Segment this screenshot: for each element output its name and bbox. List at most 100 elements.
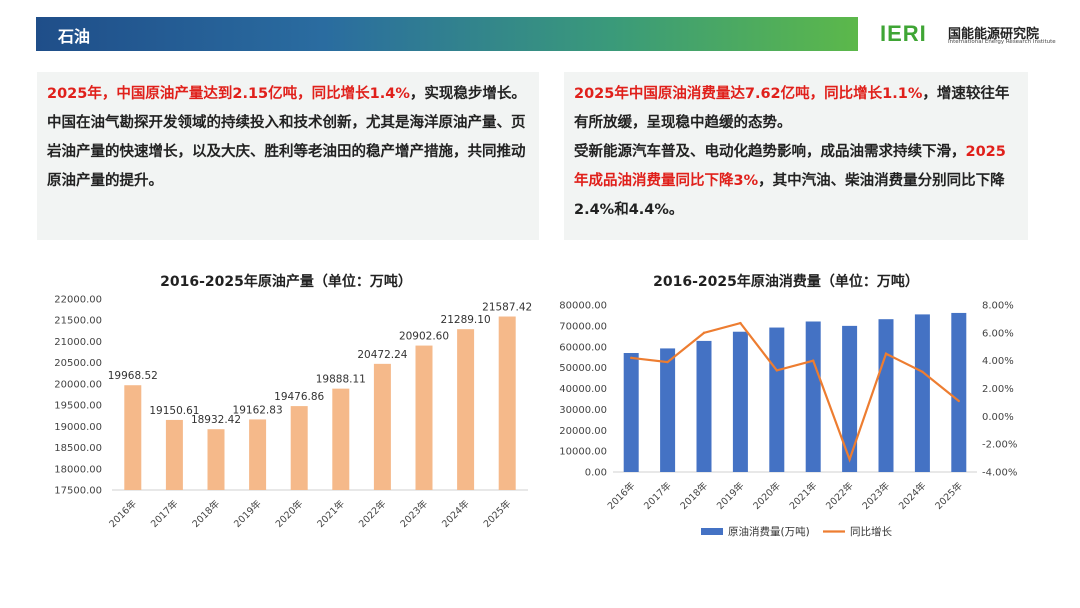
production-bar — [373, 363, 391, 490]
growth-rate-point — [630, 356, 633, 360]
production-value-label: 21289.10 — [441, 314, 491, 326]
x-tick-label: 2022年 — [356, 497, 389, 530]
page-title: 石油 — [58, 27, 91, 46]
consumption-bar — [842, 325, 858, 472]
chart-title: 2016-2025年原油消费量（单位：万吨） — [653, 273, 919, 290]
growth-rate-point — [739, 321, 742, 325]
y-left-tick-label: 10000.00 — [559, 447, 607, 458]
y-left-tick-label: 80000.00 — [559, 301, 607, 312]
logo-chinese-name: 国能能源研究院 — [948, 27, 1040, 42]
refined-oil-highlight: 2025年成品油消费量同比下降3% — [574, 144, 1006, 189]
x-tick-label: 2017年 — [641, 479, 674, 512]
y-left-tick-label: 60000.00 — [559, 342, 607, 353]
x-tick-label: 2018年 — [678, 479, 711, 512]
consumption-chart: 2016-2025年原油消费量（单位：万吨） 0.00 10000.00 20000.… — [559, 273, 1017, 538]
consumption-bar — [878, 319, 894, 472]
x-tick-label: 2025年 — [481, 497, 514, 530]
consumption-paragraph-2: 受新能源汽车普及、电动化趋势影响，成品油需求持续下滑，2025年成品油消费量同比… — [574, 138, 1018, 225]
y-right-tick-label: -2.00% — [982, 440, 1017, 451]
production-value-label: 20472.24 — [357, 349, 407, 361]
growth-rate-point — [848, 458, 851, 461]
x-tick-label: 2025年 — [933, 479, 966, 512]
refined-oil-intro: 受新能源汽车普及、电动化趋势影响，成品油需求持续下滑， — [574, 144, 966, 160]
production-bar — [332, 388, 350, 490]
growth-rate-line — [631, 321, 960, 463]
consumption-bar — [769, 327, 785, 472]
y-tick-label: 19500.00 — [54, 401, 102, 412]
x-tick-label: 2016年 — [107, 497, 140, 530]
consumption-bar — [914, 314, 930, 472]
consumption-bar — [696, 340, 712, 472]
production-bar — [290, 406, 308, 490]
consumption-paragraph-1: 2025年中国原油消费量达7.62亿吨，同比增长1.1%，增速较往年有所放缓，呈… — [574, 80, 1018, 138]
x-tick-label: 2021年 — [787, 479, 820, 512]
production-bar — [207, 429, 225, 490]
production-highlight: 2025年，中国原油产量达到2.15亿吨，同比增长1.4% — [47, 86, 410, 102]
consumption-bar — [805, 321, 821, 472]
y-left-tick-label: 30000.00 — [559, 405, 607, 416]
consumption-bar — [623, 353, 639, 472]
y-left-tick-label: 70000.00 — [559, 321, 607, 332]
y-tick-label: 18000.00 — [54, 464, 102, 475]
y-right-tick-label: 4.00% — [982, 356, 1014, 367]
chart-title: 2016-2025年原油产量（单位：万吨） — [160, 273, 412, 290]
growth-rate-point — [957, 399, 960, 403]
production-value-label: 20902.60 — [399, 331, 449, 343]
consumption-highlight: 2025年中国原油消费量达7.62亿吨，同比增长1.1% — [574, 86, 923, 102]
legend-label-consumption: 原油消费量(万吨) — [728, 525, 810, 538]
production-value-label: 19888.11 — [316, 374, 366, 386]
growth-rate-point — [812, 359, 815, 362]
x-tick-label: 2024年 — [896, 479, 929, 512]
growth-rate-point — [921, 370, 924, 373]
x-tick-label: 2020年 — [273, 497, 306, 530]
consumption-body: ，增速较往年有所放缓，呈现稳中趋缓的态势。 — [574, 86, 1010, 131]
y-left-tick-label: 40000.00 — [559, 384, 607, 395]
legend-swatch-consumption — [701, 528, 723, 535]
x-tick-label: 2016年 — [605, 479, 638, 512]
x-tick-label: 2017年 — [148, 497, 181, 530]
ieri-logo: IERI 国能能源研究院 International Energy Resear… — [880, 22, 1060, 48]
growth-rate-point — [775, 369, 778, 372]
production-bar — [457, 329, 475, 490]
x-tick-label: 2023年 — [860, 479, 893, 512]
production-value-label: 19150.61 — [149, 405, 199, 417]
growth-rate-point — [702, 331, 706, 335]
production-bar — [498, 316, 516, 490]
y-right-tick-label: -4.00% — [982, 468, 1017, 479]
production-bar — [249, 419, 267, 490]
y-right-tick-label: 8.00% — [982, 301, 1014, 312]
x-tick-label: 2018年 — [190, 497, 223, 530]
x-tick-label: 2024年 — [439, 497, 472, 530]
header-bar: 石油 — [36, 17, 858, 51]
production-value-label: 18932.42 — [191, 414, 241, 426]
legend-label-growth: 同比增长 — [850, 525, 892, 538]
y-tick-label: 21500.00 — [54, 316, 102, 327]
production-bar — [415, 345, 433, 490]
x-tick-label: 2019年 — [714, 479, 747, 512]
logo-mark: IERI — [880, 21, 927, 46]
x-tick-label: 2021年 — [315, 497, 348, 530]
y-tick-label: 17500.00 — [54, 486, 102, 497]
production-bar — [165, 419, 183, 490]
y-tick-label: 18500.00 — [54, 443, 102, 454]
y-tick-label: 21000.00 — [54, 337, 102, 348]
y-left-tick-label: 0.00 — [585, 468, 607, 479]
consumption-bar — [732, 331, 748, 472]
production-value-label: 21587.42 — [482, 302, 532, 314]
y-tick-label: 20000.00 — [54, 379, 102, 390]
y-tick-label: 19000.00 — [54, 422, 102, 433]
y-left-tick-label: 20000.00 — [559, 426, 607, 437]
consumption-bar — [951, 312, 967, 472]
growth-rate-point — [666, 360, 669, 364]
x-tick-label: 2019年 — [231, 497, 264, 530]
y-right-tick-label: 2.00% — [982, 384, 1014, 395]
consumption-bar — [660, 348, 676, 472]
production-summary-box: 2025年，中国原油产量达到2.15亿吨，同比增长1.4%，实现稳步增长。中国在… — [37, 72, 539, 240]
production-value-label: 19968.52 — [108, 370, 158, 382]
logo-english-name: International Energy Research Institute — [948, 39, 1056, 45]
y-right-tick-label: 6.00% — [982, 328, 1014, 339]
y-tick-label: 22000.00 — [54, 295, 102, 306]
production-body: ，实现稳步增长。中国在油气勘探开发领域的持续投入和技术创新，尤其是海洋原油产量、… — [47, 86, 526, 189]
y-tick-label: 20500.00 — [54, 358, 102, 369]
x-tick-label: 2022年 — [823, 479, 856, 512]
